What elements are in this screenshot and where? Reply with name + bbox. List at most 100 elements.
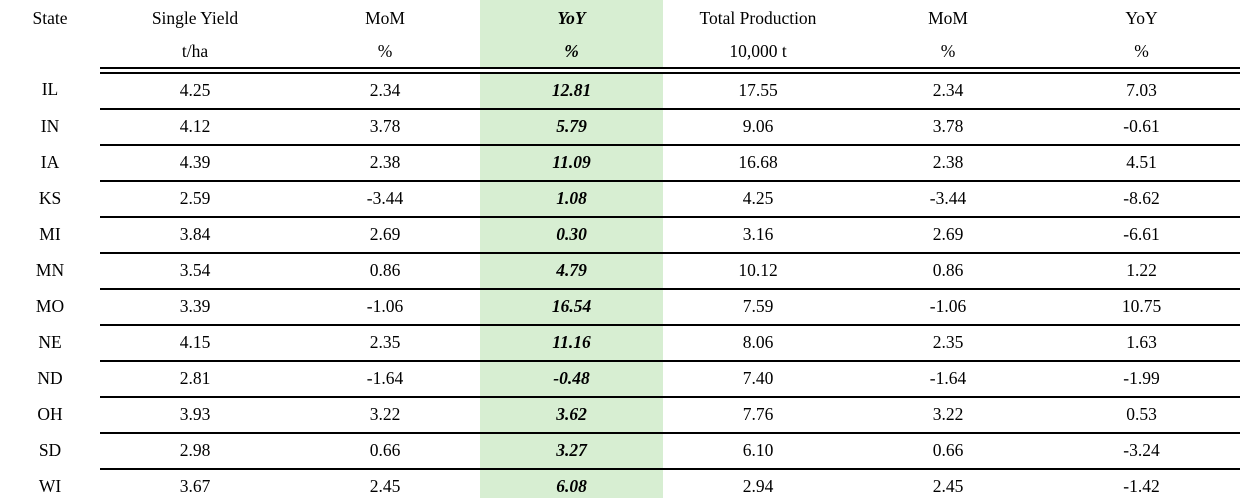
table-row: SD 2.98 0.66 3.27 6.10 0.66 -3.24 bbox=[0, 433, 1240, 470]
cell-yield-yoy: 3.27 bbox=[480, 433, 663, 470]
cell-yield-yoy: 5.79 bbox=[480, 109, 663, 146]
cell-yield-mom: 0.66 bbox=[290, 433, 480, 470]
cell-state: WI bbox=[38, 475, 62, 496]
cell-total-production: 17.55 bbox=[663, 70, 853, 110]
cell-production-mom: -1.06 bbox=[853, 289, 1043, 326]
cell-state: KS bbox=[38, 188, 62, 209]
cell-yield-yoy: 1.08 bbox=[480, 181, 663, 218]
cell-production-yoy: -6.61 bbox=[1043, 217, 1240, 254]
unit-single-yield: t/ha bbox=[100, 37, 290, 74]
unit-production-mom: % bbox=[853, 37, 1043, 74]
cell-single-yield: 3.93 bbox=[100, 397, 290, 434]
cell-production-mom: 3.22 bbox=[853, 397, 1043, 434]
table-row: IN 4.12 3.78 5.79 9.06 3.78 -0.61 bbox=[0, 109, 1240, 146]
cell-production-mom: -1.64 bbox=[853, 361, 1043, 398]
cell-yield-mom: -1.06 bbox=[290, 289, 480, 326]
table-row: MO 3.39 -1.06 16.54 7.59 -1.06 10.75 bbox=[0, 289, 1240, 326]
cell-state: IA bbox=[40, 152, 60, 173]
cell-single-yield: 3.84 bbox=[100, 217, 290, 254]
cell-single-yield: 4.39 bbox=[100, 145, 290, 182]
cell-production-mom: 2.38 bbox=[853, 145, 1043, 182]
cell-production-yoy: -1.99 bbox=[1043, 361, 1240, 398]
cell-single-yield: 2.98 bbox=[100, 433, 290, 470]
cell-state: MI bbox=[39, 224, 61, 245]
cell-state: SD bbox=[38, 440, 62, 461]
cell-production-mom: 2.45 bbox=[932, 476, 964, 497]
header-production-mom: MoM bbox=[928, 7, 968, 28]
header-unit-row: t/ha % % 10,000 t % % bbox=[0, 37, 1240, 74]
cell-single-yield: 3.39 bbox=[100, 289, 290, 326]
table-row: MI 3.84 2.69 0.30 3.16 2.69 -6.61 bbox=[0, 217, 1240, 254]
cell-production-mom: 0.86 bbox=[853, 253, 1043, 290]
cell-yield-yoy: -0.48 bbox=[480, 361, 663, 398]
cell-yield-mom: -3.44 bbox=[290, 181, 480, 218]
unit-production-yoy: % bbox=[1043, 37, 1240, 74]
cell-production-mom: 2.69 bbox=[853, 217, 1043, 254]
table-row: WI 3.67 2.45 6.08 2.94 2.45 -1.42 bbox=[0, 469, 1240, 498]
cell-yield-mom: 2.69 bbox=[290, 217, 480, 254]
cell-production-mom: 2.35 bbox=[853, 325, 1043, 362]
table-row: NE 4.15 2.35 11.16 8.06 2.35 1.63 bbox=[0, 325, 1240, 362]
cell-total-production: 7.40 bbox=[663, 361, 853, 398]
unit-total-production: 10,000 t bbox=[663, 37, 853, 74]
header-single-yield: Single Yield bbox=[151, 7, 239, 28]
cell-yield-yoy: 0.30 bbox=[480, 217, 663, 254]
cell-yield-mom: 0.86 bbox=[290, 253, 480, 290]
cell-single-yield: 3.54 bbox=[100, 253, 290, 290]
cell-production-yoy: -3.24 bbox=[1043, 433, 1240, 470]
cell-production-yoy: -1.42 bbox=[1123, 476, 1160, 497]
header-total-production: Total Production bbox=[699, 7, 817, 28]
cell-state: OH bbox=[37, 404, 63, 425]
cell-state: IN bbox=[40, 116, 60, 137]
cell-yield-mom: 2.34 bbox=[290, 70, 480, 110]
cell-production-mom: 3.78 bbox=[853, 109, 1043, 146]
cell-total-production: 10.12 bbox=[663, 253, 853, 290]
cell-yield-yoy: 3.62 bbox=[480, 397, 663, 434]
cell-state: MO bbox=[35, 296, 65, 317]
unit-state bbox=[0, 37, 100, 71]
cell-total-production: 7.59 bbox=[663, 289, 853, 326]
cell-total-production: 16.68 bbox=[663, 145, 853, 182]
cell-yield-mom: 2.35 bbox=[290, 325, 480, 362]
cell-state: IL bbox=[41, 79, 59, 100]
unit-yield-mom: % bbox=[290, 37, 480, 74]
cell-yield-yoy: 4.79 bbox=[480, 253, 663, 290]
cell-production-yoy: 1.22 bbox=[1043, 253, 1240, 290]
cell-total-production: 3.16 bbox=[663, 217, 853, 254]
cell-yield-mom: 2.38 bbox=[290, 145, 480, 182]
cell-yield-mom: 3.78 bbox=[290, 109, 480, 146]
table-row: KS 2.59 -3.44 1.08 4.25 -3.44 -8.62 bbox=[0, 181, 1240, 218]
cell-single-yield: 2.81 bbox=[100, 361, 290, 398]
header-production-yoy: YoY bbox=[1125, 7, 1158, 28]
table-row: OH 3.93 3.22 3.62 7.76 3.22 0.53 bbox=[0, 397, 1240, 434]
cell-production-yoy: 0.53 bbox=[1043, 397, 1240, 434]
cell-yield-yoy: 12.81 bbox=[480, 70, 663, 110]
unit-yield-yoy: % bbox=[480, 37, 663, 74]
header-state: State bbox=[32, 7, 68, 28]
cell-production-yoy: 1.63 bbox=[1043, 325, 1240, 362]
cell-single-yield: 4.12 bbox=[100, 109, 290, 146]
cell-production-yoy: 10.75 bbox=[1043, 289, 1240, 326]
table-row: IL 4.25 2.34 12.81 17.55 2.34 7.03 bbox=[0, 70, 1240, 110]
cell-yield-mom: 3.22 bbox=[290, 397, 480, 434]
cell-yield-yoy: 11.09 bbox=[480, 145, 663, 182]
cell-total-production: 6.10 bbox=[663, 433, 853, 470]
cell-state: ND bbox=[37, 368, 63, 389]
table-row: MN 3.54 0.86 4.79 10.12 0.86 1.22 bbox=[0, 253, 1240, 290]
cell-yield-yoy: 6.08 bbox=[480, 469, 663, 498]
cell-single-yield: 4.15 bbox=[100, 325, 290, 362]
cell-total-production: 2.94 bbox=[742, 476, 774, 497]
cell-yield-mom: -1.64 bbox=[290, 361, 480, 398]
header-label-row: State Single Yield MoM YoY Total Product… bbox=[0, 0, 1240, 37]
cell-production-yoy: 7.03 bbox=[1043, 70, 1240, 110]
cell-total-production: 8.06 bbox=[663, 325, 853, 362]
cell-production-mom: 0.66 bbox=[853, 433, 1043, 470]
cell-yield-mom: 2.45 bbox=[369, 476, 401, 497]
header-yield-yoy: YoY bbox=[480, 0, 663, 37]
cell-production-mom: -3.44 bbox=[853, 181, 1043, 218]
cell-production-yoy: 4.51 bbox=[1043, 145, 1240, 182]
cell-production-mom: 2.34 bbox=[853, 70, 1043, 110]
cell-production-yoy: -8.62 bbox=[1043, 181, 1240, 218]
